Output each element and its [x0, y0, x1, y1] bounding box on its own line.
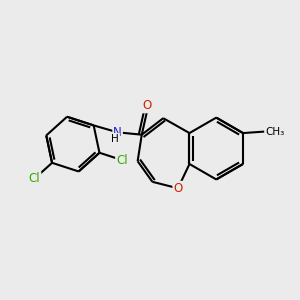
- Text: N: N: [113, 126, 122, 139]
- Text: Cl: Cl: [116, 154, 128, 166]
- Text: O: O: [142, 99, 152, 112]
- Text: CH₃: CH₃: [266, 127, 285, 136]
- Text: Cl: Cl: [29, 172, 40, 185]
- Text: H: H: [111, 134, 119, 144]
- Text: O: O: [173, 182, 183, 195]
